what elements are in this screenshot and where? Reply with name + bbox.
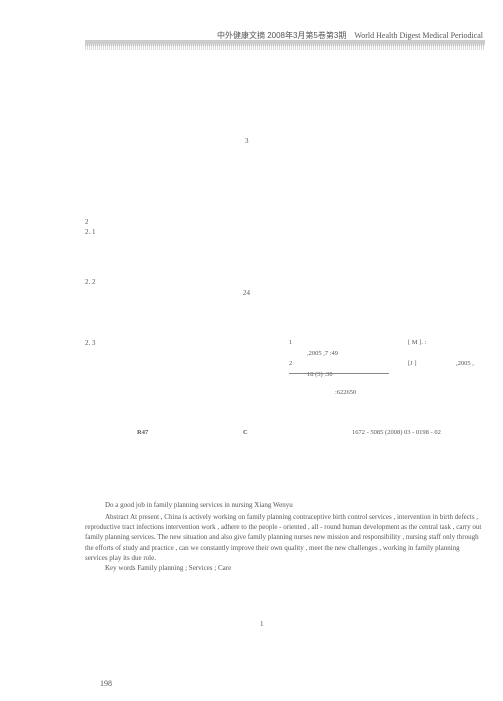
section-2-3: 2. 3 [85, 339, 96, 347]
ref-2-num: 2 [289, 360, 292, 367]
issn-code: 1672 - 5085 (2008) 03 - 0198 - 02 [352, 429, 441, 436]
abstract-title: Do a good job in family planning service… [85, 500, 483, 510]
postal-code: :622650 [335, 389, 356, 396]
class-r47: R47 [137, 429, 148, 436]
section-1: 1 [260, 620, 264, 628]
ref-1-num: 1 [289, 339, 292, 346]
class-c: C [243, 429, 248, 436]
header-en: World Health Digest Medical Periodical [354, 31, 483, 40]
section-2: 2 [85, 218, 89, 226]
page-number: 198 [100, 679, 112, 688]
article-body [85, 56, 485, 666]
ref-2-tail: [J ] [408, 360, 416, 367]
abstract-keywords: Key words Family planning ; Services ; C… [85, 563, 483, 573]
inline-num-3: 3 [245, 137, 249, 145]
header-decoration [85, 44, 485, 50]
ref-1-tail: [ M ]. : [408, 339, 426, 346]
ref-2-year: ,2005 , [456, 360, 474, 367]
ref-1-b: ,2005 ,7 :49 [307, 350, 338, 357]
section-2-2: 2. 2 [85, 278, 96, 286]
section-2-1: 2. 1 [85, 228, 96, 236]
english-abstract: Do a good job in family planning service… [85, 500, 483, 573]
header-cn: 中外健康文摘 2008年3月第5卷第3期 [217, 31, 346, 40]
ref-divider [289, 373, 389, 374]
abstract-body: Abstract At present , China is actively … [85, 512, 483, 563]
inline-num-24: 24 [243, 289, 250, 297]
